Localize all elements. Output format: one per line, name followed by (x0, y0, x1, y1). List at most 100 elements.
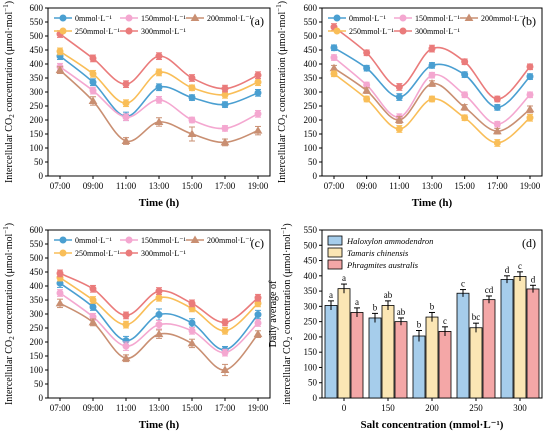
y-tick-label: 100 (304, 362, 318, 372)
chart-panel: 0 50 100 150 200 250 300 350 400 450 500 550 600 (a) 0… (30, 3, 271, 209)
data-point (221, 101, 229, 109)
legend-swatch (327, 235, 343, 246)
x-tick-label: 09:00 (83, 403, 104, 413)
significance-letter: a (329, 290, 333, 300)
significance-letter: b (430, 301, 435, 311)
y-axis-label-line2: intercellular CO2 concentration (μmol·mo… (280, 223, 294, 405)
significance-letter: b (417, 319, 422, 329)
data-point (187, 338, 197, 347)
data-point (461, 114, 469, 122)
data-point (190, 235, 200, 243)
y-tick-label: 500 (30, 253, 44, 263)
y-tick-label: 250 (304, 101, 318, 111)
panel-label: (c) (251, 236, 264, 250)
data-point (155, 321, 163, 329)
legend-label: 250mmol·L⁻¹ (349, 27, 394, 36)
y-tick-label: 450 (30, 267, 44, 277)
data-point (394, 115, 404, 123)
data-point (220, 365, 230, 373)
x-tick-label: 07:00 (50, 181, 71, 191)
legend-swatch (327, 259, 343, 270)
x-tick-label: 17:00 (215, 181, 236, 191)
data-point (395, 93, 403, 101)
y-axis-label: Intercellular CO2 concentration (μmol·mo… (275, 1, 289, 183)
data-point (254, 110, 262, 118)
data-point (56, 289, 64, 297)
y-tick-label: 450 (304, 45, 318, 55)
x-axis-label: Salt concentration (mmol·L⁻¹) (361, 419, 504, 431)
x-tick-label: 19:00 (520, 181, 541, 191)
data-point (59, 14, 67, 22)
y-tick-label: 350 (304, 73, 318, 83)
y-tick-label: 150 (30, 129, 44, 139)
data-point (155, 68, 163, 76)
data-point (254, 294, 262, 302)
x-tick-label: 09:00 (356, 181, 377, 191)
significance-letter: ab (397, 307, 406, 317)
x-tick-label: 17:00 (215, 403, 236, 413)
x-tick-label: 250 (469, 403, 483, 413)
y-tick-label: 450 (304, 256, 318, 266)
y-tick-label: 200 (30, 337, 44, 347)
significance-letter: a (342, 273, 346, 283)
x-tick-label: 13:00 (422, 181, 443, 191)
series-line (59, 33, 259, 90)
data-point (253, 329, 263, 338)
data-point (464, 13, 474, 21)
significance-letter: d (531, 274, 536, 284)
data-point (399, 14, 407, 22)
data-point (122, 80, 130, 88)
data-point (395, 125, 403, 133)
y-tick-label: 300 (304, 87, 318, 97)
bar (412, 335, 426, 399)
x-tick-label: 07:00 (324, 181, 345, 191)
bar (438, 331, 452, 399)
y-tick-label: 500 (30, 31, 44, 41)
y-tick-label: 200 (304, 115, 318, 125)
data-point (89, 296, 97, 304)
data-point (330, 54, 338, 62)
data-point (55, 65, 65, 74)
data-point (254, 311, 262, 319)
legend-label: 200mmol·L⁻¹ (207, 236, 252, 245)
x-tick-label: 150 (381, 403, 395, 413)
data-point (125, 14, 133, 22)
data-point (493, 95, 501, 103)
x-tick-label: 07:00 (50, 403, 71, 413)
data-point (399, 27, 407, 35)
y-tick-label: 500 (304, 31, 318, 41)
data-point (89, 70, 97, 78)
data-point (525, 104, 535, 113)
data-point (55, 298, 65, 307)
y-tick-label: 200 (30, 115, 44, 125)
data-point (121, 353, 131, 362)
y-tick-label: 350 (304, 286, 318, 296)
y-tick-label: 100 (30, 365, 44, 375)
data-point (330, 44, 338, 52)
x-tick-label: 15:00 (454, 181, 475, 191)
data-point (220, 137, 230, 146)
data-point (461, 91, 469, 99)
y-tick-label: 0 (313, 393, 318, 403)
bar (337, 288, 351, 399)
data-point (526, 73, 534, 81)
legend-label: 300mmol·L⁻¹ (415, 27, 460, 36)
data-point (122, 342, 130, 350)
data-point (154, 329, 164, 338)
data-point (493, 120, 501, 128)
y-axis-label-line1: Daily average of (268, 280, 279, 347)
data-point (121, 136, 131, 144)
y-tick-label: 550 (304, 17, 318, 27)
data-point (427, 79, 437, 87)
data-point (89, 87, 97, 95)
data-point (88, 96, 98, 104)
x-tick-label: 13:00 (149, 403, 170, 413)
x-tick-label: 15:00 (182, 181, 203, 191)
y-tick-label: 0 (39, 171, 44, 181)
data-point (493, 139, 501, 147)
data-point (221, 91, 229, 99)
series-line (59, 69, 259, 144)
y-tick-label: 400 (304, 59, 318, 69)
legend-label: 300mmol·L⁻¹ (141, 249, 186, 258)
